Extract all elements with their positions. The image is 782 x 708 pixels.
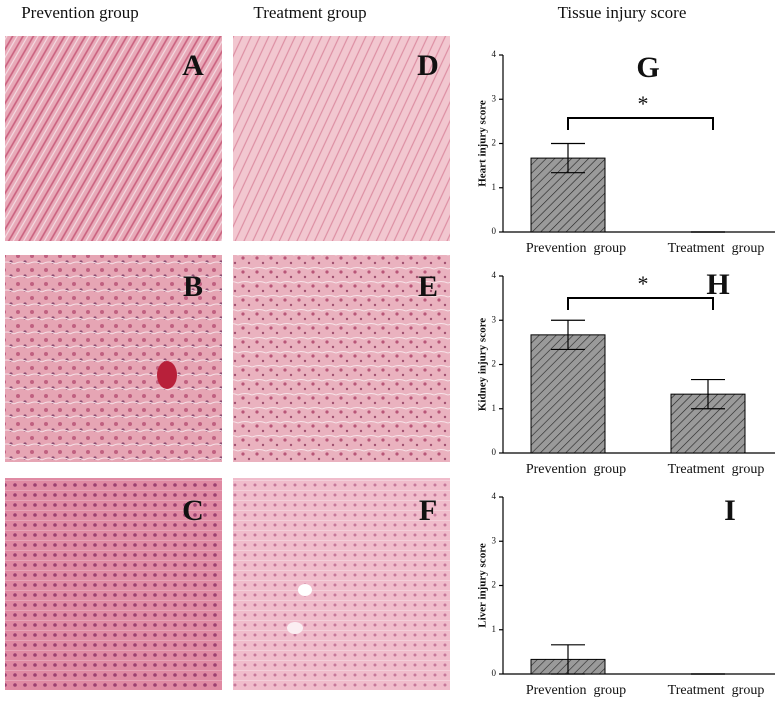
y-tick-label: 1	[492, 182, 497, 192]
histology-image	[5, 255, 222, 462]
panel-label: B	[183, 270, 203, 303]
y-tick-label: 2	[492, 580, 497, 590]
annotation: *	[638, 91, 649, 116]
y-tick-label: 3	[492, 314, 497, 324]
panel-label: C	[182, 494, 204, 527]
panel-label: I	[724, 494, 736, 527]
column-header: Treatment group	[253, 3, 366, 22]
significance-bracket	[567, 297, 714, 310]
y-tick-label: 2	[492, 138, 497, 148]
y-axis-label: Heart injury score	[477, 100, 489, 187]
x-tick-label: Prevention group	[526, 462, 626, 477]
vessel	[298, 584, 312, 596]
y-tick-label: 2	[492, 359, 497, 369]
error-bar	[551, 142, 585, 174]
y-tick-label: 4	[492, 49, 497, 59]
x-tick-label: Prevention group	[526, 241, 626, 256]
x-tick-label: Treatment group	[668, 241, 765, 256]
panel-label: E	[418, 270, 438, 303]
panel-label: H	[706, 268, 729, 301]
histology-image	[233, 478, 450, 690]
histology-image	[233, 36, 450, 241]
y-tick-label: 0	[492, 226, 497, 236]
y-tick-label: 0	[492, 668, 497, 678]
panel-label: F	[419, 494, 437, 527]
y-tick-label: 3	[492, 535, 497, 545]
panel-label: G	[636, 51, 659, 84]
y-tick-label: 4	[492, 270, 497, 280]
x-tick-label: Prevention group	[526, 683, 626, 698]
x-tick-label: Treatment group	[668, 683, 765, 698]
error-bar	[691, 378, 725, 410]
histology-image	[5, 478, 222, 690]
vessel	[157, 361, 177, 389]
bar	[530, 334, 606, 454]
y-axis-label: Kidney injury score	[477, 318, 489, 411]
error-bar	[551, 644, 585, 675]
error-bar	[551, 319, 585, 351]
panel-label: D	[417, 49, 439, 82]
panel-label: A	[182, 49, 204, 82]
histology-image	[233, 255, 450, 462]
column-header: Tissue injury score	[558, 3, 687, 22]
y-tick-label: 1	[492, 624, 497, 634]
histology-image	[5, 36, 222, 241]
y-tick-label: 4	[492, 491, 497, 501]
y-tick-label: 3	[492, 93, 497, 103]
x-tick-label: Treatment group	[668, 462, 765, 477]
y-tick-label: 1	[492, 403, 497, 413]
column-header: Prevention group	[21, 3, 139, 22]
y-axis-label: Liver injury score	[477, 543, 489, 628]
significance-bracket	[567, 117, 714, 130]
y-tick-label: 0	[492, 447, 497, 457]
annotation: *	[638, 271, 649, 296]
vessel	[287, 622, 303, 634]
